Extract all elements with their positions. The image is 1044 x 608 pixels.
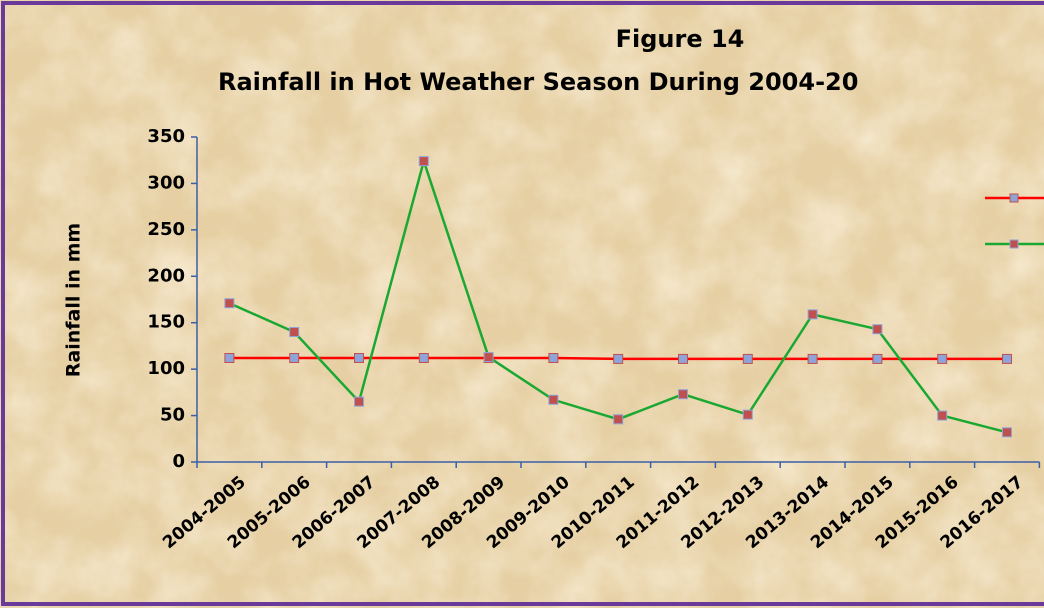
point-marker	[678, 389, 688, 400]
y-tick-label: 150	[147, 312, 185, 333]
y-tick-label: 200	[147, 265, 185, 286]
point-marker	[354, 396, 364, 407]
point-marker	[224, 298, 235, 309]
point-marker	[742, 409, 753, 420]
legend-marker	[1009, 239, 1019, 249]
point-marker	[872, 324, 883, 335]
chart-subtitle: Rainfall in Hot Weather Season During 20…	[218, 68, 858, 96]
y-tick-label: 350	[147, 126, 185, 147]
point-marker	[807, 353, 818, 364]
point-marker	[678, 353, 688, 364]
point-marker	[354, 353, 364, 363]
point-marker	[872, 353, 883, 364]
chart-title: Figure 14	[616, 25, 745, 53]
point-marker	[613, 414, 624, 425]
point-marker	[548, 353, 559, 363]
point-marker	[289, 327, 300, 337]
y-tick-label: 50	[160, 405, 185, 426]
point-marker	[548, 394, 559, 405]
point-marker	[937, 353, 948, 364]
point-marker	[1002, 353, 1012, 364]
point-marker	[483, 352, 494, 363]
point-marker	[742, 353, 753, 364]
point-marker	[224, 353, 235, 363]
y-tick-label: 100	[147, 358, 185, 379]
y-tick-label: 0	[172, 451, 185, 472]
point-marker	[289, 353, 300, 363]
y-tick-label: 250	[147, 219, 185, 240]
point-marker	[937, 410, 948, 421]
point-marker	[1002, 427, 1012, 438]
legend-marker	[1009, 193, 1019, 203]
point-marker	[418, 156, 429, 167]
y-axis-label: Rainfall in mm	[63, 223, 85, 377]
point-marker	[807, 309, 818, 320]
point-marker	[418, 353, 429, 363]
point-marker	[613, 353, 624, 364]
y-tick-label: 300	[147, 172, 185, 193]
